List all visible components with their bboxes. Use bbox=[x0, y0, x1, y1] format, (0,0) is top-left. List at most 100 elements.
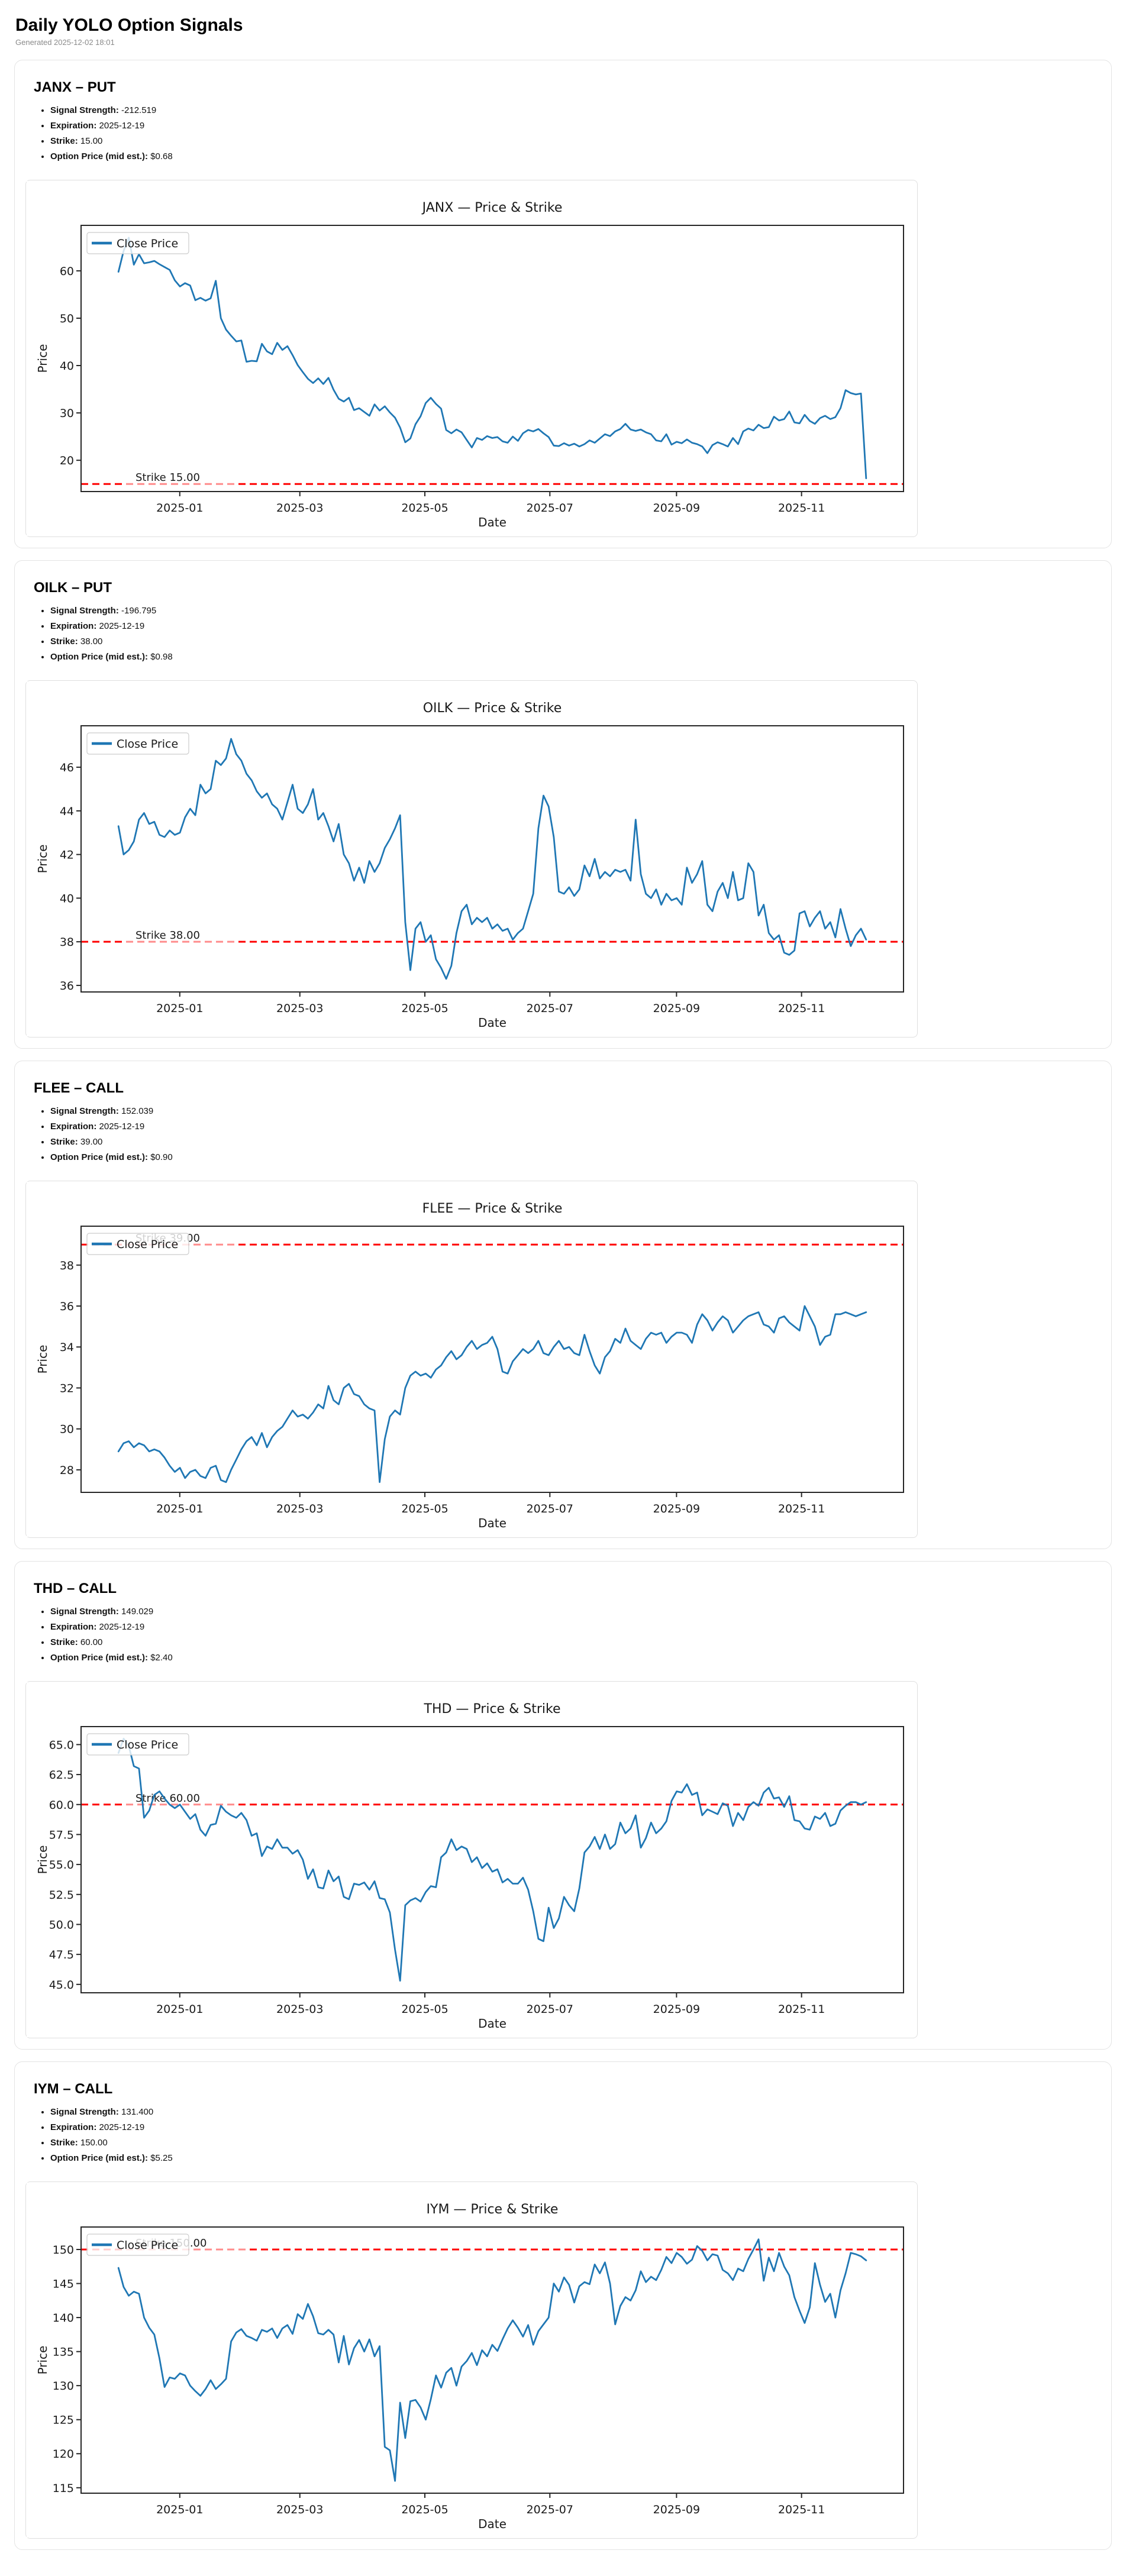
y-tick-label: 140 bbox=[53, 2312, 74, 2325]
legend-box bbox=[86, 1233, 189, 1255]
fact-value: $5.25 bbox=[150, 2153, 173, 2163]
y-tick-label: 50.0 bbox=[49, 1918, 74, 1931]
fact-value: -196.795 bbox=[121, 606, 157, 616]
strike-label: Strike 15.00 bbox=[135, 471, 200, 484]
chart-panel: Strike 15.00 Close Price 20 30 40 50 60 2025-01… bbox=[25, 180, 918, 537]
fact-label: Option Price (mid est.): bbox=[50, 1653, 149, 1663]
y-tick-label: 115 bbox=[53, 2482, 74, 2495]
close-price-line bbox=[117, 738, 867, 980]
fact-value: 152.039 bbox=[121, 1106, 154, 1116]
signal-card: OILK – PUT Signal Strength: -196.795 Exp… bbox=[14, 560, 1112, 1049]
y-tick-label: 135 bbox=[53, 2346, 74, 2359]
fact-label: Expiration: bbox=[50, 1121, 97, 1132]
close-price-line bbox=[117, 1305, 867, 1483]
close-price-line bbox=[117, 1737, 867, 1982]
x-tick-label: 2025-09 bbox=[653, 1502, 700, 1515]
x-tick-label: 2025-05 bbox=[401, 1502, 448, 1515]
legend-label: Close Price bbox=[117, 2239, 178, 2252]
x-tick-label: 2025-07 bbox=[527, 1002, 573, 1015]
fact-expiration: Expiration: 2025-12-19 bbox=[50, 1119, 1103, 1135]
fact-strike: Strike: 38.00 bbox=[50, 634, 1103, 649]
y-tick-label: 36 bbox=[60, 1300, 74, 1313]
signal-facts-list: Signal Strength: 131.400 Expiration: 202… bbox=[21, 2105, 1103, 2166]
chart-title: THD — Price & Strike bbox=[424, 1702, 561, 1717]
fact-option-price: Option Price (mid est.): $0.68 bbox=[50, 149, 1103, 164]
x-tick-label: 2025-01 bbox=[156, 1502, 203, 1515]
axes-spines bbox=[80, 225, 904, 492]
fact-signal-strength: Signal Strength: -212.519 bbox=[50, 103, 1103, 118]
fact-label: Signal Strength: bbox=[50, 1106, 119, 1116]
legend-label: Close Price bbox=[117, 1238, 178, 1251]
x-tick-label: 2025-05 bbox=[401, 2003, 448, 2016]
chart-panel: Strike 38.00 Close Price 36 38 40 42 44 46 2025-… bbox=[25, 680, 918, 1037]
y-tick-label: 28 bbox=[60, 1464, 74, 1477]
fact-value: 2025-12-19 bbox=[99, 1622, 145, 1632]
fact-option-price: Option Price (mid est.): $2.40 bbox=[50, 1650, 1103, 1666]
fact-value: 38.00 bbox=[80, 636, 103, 647]
generated-timestamp: Generated 2025-12-02 18:01 bbox=[15, 38, 115, 47]
x-tick-label: 2025-01 bbox=[156, 2503, 203, 2516]
x-tick-label: 2025-01 bbox=[156, 1002, 203, 1015]
y-tick-label: 60.0 bbox=[49, 1799, 74, 1812]
y-axis-label: Price bbox=[36, 1345, 50, 1374]
x-tick-label: 2025-05 bbox=[401, 502, 448, 515]
fact-value: $2.40 bbox=[150, 1653, 173, 1663]
y-tick-label: 52.5 bbox=[49, 1889, 74, 1902]
signal-facts-list: Signal Strength: 149.029 Expiration: 202… bbox=[21, 1604, 1103, 1666]
fact-value: 149.029 bbox=[121, 1607, 154, 1617]
legend-box bbox=[86, 732, 189, 755]
price-chart-svg: Strike 38.00 Close Price 36 38 40 42 44 46 2025-… bbox=[27, 681, 914, 1036]
x-tick-label: 2025-11 bbox=[778, 2003, 825, 2016]
legend-label: Close Price bbox=[117, 237, 178, 250]
y-tick-label: 65.0 bbox=[49, 1738, 74, 1751]
x-axis-label: Date bbox=[478, 2517, 506, 2531]
x-tick-label: 2025-11 bbox=[778, 2503, 825, 2516]
close-price-line bbox=[117, 237, 867, 479]
y-tick-label: 38 bbox=[60, 1259, 74, 1272]
fact-value: 2025-12-19 bbox=[99, 121, 145, 131]
x-tick-label: 2025-09 bbox=[653, 502, 700, 515]
fact-strike: Strike: 60.00 bbox=[50, 1635, 1103, 1650]
y-tick-label: 45.0 bbox=[49, 1979, 74, 1992]
fact-value: 2025-12-19 bbox=[99, 2122, 145, 2132]
y-tick-label: 130 bbox=[53, 2380, 74, 2393]
signal-heading: JANX – PUT bbox=[34, 79, 116, 95]
x-tick-label: 2025-11 bbox=[778, 1002, 825, 1015]
fact-value: $0.90 bbox=[150, 1152, 173, 1162]
x-axis-label: Date bbox=[478, 1016, 506, 1030]
fact-signal-strength: Signal Strength: -196.795 bbox=[50, 603, 1103, 619]
fact-value: 150.00 bbox=[80, 2138, 108, 2148]
x-tick-label: 2025-07 bbox=[527, 502, 573, 515]
legend-box bbox=[86, 1733, 189, 1756]
fact-value: 2025-12-19 bbox=[99, 621, 145, 631]
x-tick-label: 2025-03 bbox=[276, 1502, 323, 1515]
chart-title: JANX — Price & Strike bbox=[421, 201, 563, 215]
fact-expiration: Expiration: 2025-12-19 bbox=[50, 619, 1103, 634]
x-tick-label: 2025-03 bbox=[276, 502, 323, 515]
fact-label: Strike: bbox=[50, 136, 78, 146]
signal-heading: OILK – PUT bbox=[34, 580, 112, 596]
legend-label: Close Price bbox=[117, 738, 178, 751]
strike-label-bbox bbox=[125, 468, 236, 487]
fact-strike: Strike: 39.00 bbox=[50, 1135, 1103, 1150]
y-axis-label: Price bbox=[36, 344, 50, 373]
x-tick-label: 2025-09 bbox=[653, 2003, 700, 2016]
fact-label: Signal Strength: bbox=[50, 1607, 119, 1617]
fact-expiration: Expiration: 2025-12-19 bbox=[50, 1620, 1103, 1635]
legend-box bbox=[86, 2234, 189, 2256]
y-axis-label: Price bbox=[36, 1845, 50, 1874]
axes-spines bbox=[80, 1726, 904, 1993]
x-tick-label: 2025-07 bbox=[527, 1502, 573, 1515]
fact-value: -212.519 bbox=[121, 105, 157, 115]
signal-facts-list: Signal Strength: -212.519 Expiration: 20… bbox=[21, 103, 1103, 164]
fact-option-price: Option Price (mid est.): $0.90 bbox=[50, 1150, 1103, 1165]
x-tick-label: 2025-01 bbox=[156, 502, 203, 515]
x-axis-label: Date bbox=[478, 2016, 506, 2031]
fact-signal-strength: Signal Strength: 152.039 bbox=[50, 1104, 1103, 1119]
fact-label: Option Price (mid est.): bbox=[50, 1152, 149, 1162]
signal-card: JANX – PUT Signal Strength: -212.519 Exp… bbox=[14, 60, 1112, 548]
y-tick-label: 150 bbox=[53, 2244, 74, 2257]
signal-facts-list: Signal Strength: -196.795 Expiration: 20… bbox=[21, 603, 1103, 665]
